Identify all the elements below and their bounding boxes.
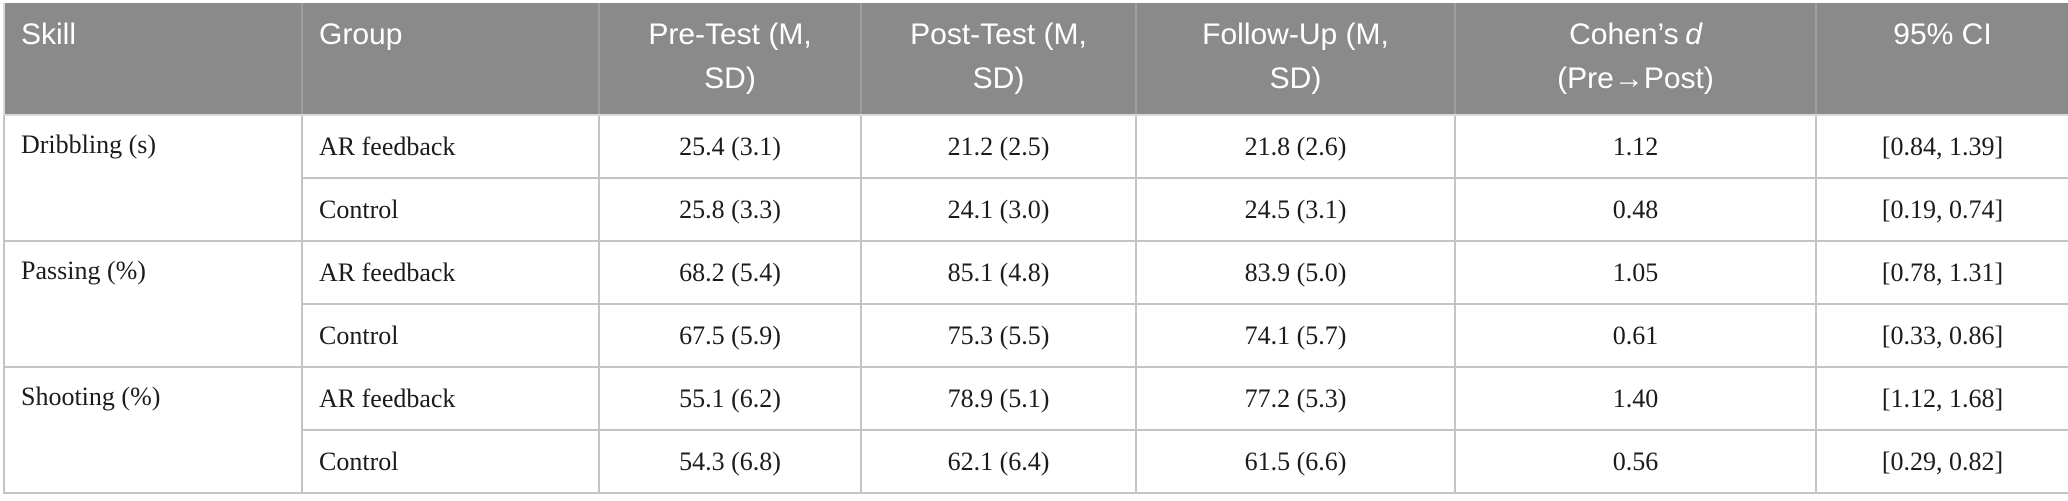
group-cell: AR feedback: [301, 114, 600, 179]
follow-up-cell: 77.2 (5.3): [1135, 366, 1456, 431]
col-header-95ci: 95% CI: [1815, 3, 2068, 116]
post-test-cell: 78.9 (5.1): [860, 366, 1137, 431]
table-row: Control 54.3 (6.8) 62.1 (6.4) 61.5 (6.6)…: [4, 429, 2068, 494]
post-test-cell: 24.1 (3.0): [860, 177, 1137, 242]
post-test-cell: 85.1 (4.8): [860, 240, 1137, 305]
follow-up-cell: 83.9 (5.0): [1135, 240, 1456, 305]
ci-cell: [0.29, 0.82]: [1815, 429, 2068, 494]
col-header-group-label: Group: [319, 18, 403, 51]
col-header-pre-test-line1: Pre-Test (M,: [648, 18, 812, 51]
ci-cell: [0.33, 0.86]: [1815, 303, 2068, 368]
follow-up-cell: 21.8 (2.6): [1135, 114, 1456, 179]
group-cell: Control: [301, 177, 600, 242]
cohens-d-cell: 0.61: [1454, 303, 1817, 368]
col-header-cohens-d: Cohen’s d (Pre→Post): [1454, 3, 1816, 116]
pre-test-cell: 54.3 (6.8): [598, 429, 862, 494]
table-row: Passing (%) AR feedback 68.2 (5.4) 85.1 …: [3, 240, 2068, 368]
ci-cell: [0.78, 1.31]: [1815, 240, 2068, 305]
col-header-follow-up-line2: SD): [1269, 62, 1322, 95]
group-cell: AR feedback: [301, 240, 600, 305]
table-row: Dribbling (s) AR feedback 25.4 (3.1) 21.…: [3, 114, 2068, 242]
pre-test-cell: 25.4 (3.1): [598, 114, 862, 179]
col-header-cohens-d-text: Cohen’s: [1569, 18, 1679, 51]
col-header-cohens-d-line1: Cohen’s d: [1464, 13, 1807, 57]
ci-cell: [0.19, 0.74]: [1815, 177, 2068, 242]
col-header-95ci-label: 95% CI: [1893, 18, 1992, 51]
col-header-post-test-line2: SD): [972, 62, 1025, 95]
skill-cell: Passing (%): [3, 240, 303, 368]
skill-cell: Shooting (%): [3, 366, 303, 494]
cohens-d-cell: 1.05: [1454, 240, 1817, 305]
ci-cell: [0.84, 1.39]: [1815, 114, 2068, 179]
header-row: Skill Group Pre-Test (M, SD) Post-Test (…: [4, 3, 2068, 116]
col-header-pre-test-line2: SD): [704, 62, 756, 95]
follow-up-cell: 24.5 (3.1): [1135, 177, 1456, 242]
col-header-cohens-d-line2: (Pre→Post): [1557, 62, 1714, 95]
col-header-follow-up: Follow-Up (M, SD): [1135, 3, 1455, 116]
table-row: Control 25.8 (3.3) 24.1 (3.0) 24.5 (3.1)…: [4, 177, 2068, 242]
pre-test-cell: 67.5 (5.9): [598, 303, 862, 368]
cohens-d-cell: 1.40: [1454, 366, 1817, 431]
col-header-cohens-d-symbol: d: [1685, 18, 1702, 51]
col-header-skill: Skill: [4, 3, 302, 116]
pre-test-cell: 68.2 (5.4): [598, 240, 862, 305]
pre-test-cell: 25.8 (3.3): [598, 177, 862, 242]
cohens-d-cell: 0.56: [1454, 429, 1817, 494]
group-cell: Control: [301, 303, 600, 368]
col-header-group: Group: [301, 3, 599, 116]
group-cell: AR feedback: [301, 366, 600, 431]
cohens-d-cell: 0.48: [1454, 177, 1817, 242]
col-header-post-test-line1: Post-Test (M,: [910, 18, 1087, 51]
pre-test-cell: 55.1 (6.2): [598, 366, 862, 431]
col-header-follow-up-line1: Follow-Up (M,: [1202, 18, 1389, 51]
follow-up-cell: 61.5 (6.6): [1135, 429, 1456, 494]
group-cell: Control: [301, 429, 600, 494]
col-header-post-test: Post-Test (M, SD): [860, 3, 1136, 116]
cohens-d-cell: 1.12: [1454, 114, 1817, 179]
follow-up-cell: 74.1 (5.7): [1135, 303, 1456, 368]
post-test-cell: 75.3 (5.5): [860, 303, 1137, 368]
col-header-pre-test: Pre-Test (M, SD): [598, 3, 861, 116]
ci-cell: [1.12, 1.68]: [1815, 366, 2068, 431]
post-test-cell: 62.1 (6.4): [860, 429, 1137, 494]
results-table: Skill Group Pre-Test (M, SD) Post-Test (…: [3, 3, 2068, 494]
table-row: Shooting (%) AR feedback 55.1 (6.2) 78.9…: [3, 366, 2068, 494]
skill-cell: Dribbling (s): [3, 114, 303, 242]
table-row: Control 67.5 (5.9) 75.3 (5.5) 74.1 (5.7)…: [4, 303, 2068, 368]
col-header-skill-label: Skill: [21, 18, 77, 51]
post-test-cell: 21.2 (2.5): [860, 114, 1137, 179]
